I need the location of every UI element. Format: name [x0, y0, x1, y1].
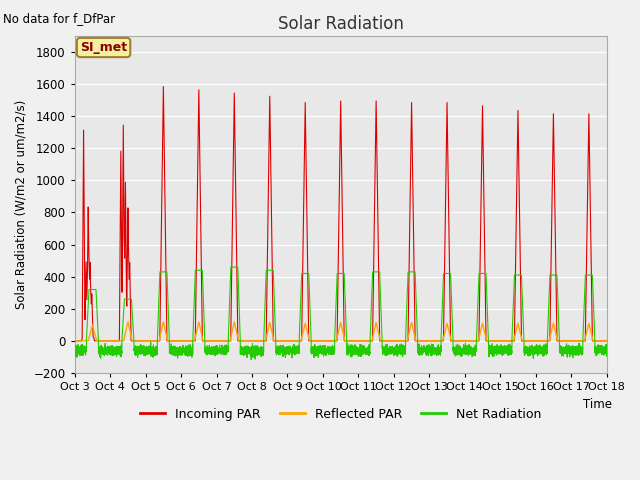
Title: Solar Radiation: Solar Radiation	[278, 15, 404, 33]
X-axis label: Time: Time	[583, 398, 612, 411]
Text: No data for f_DfPar: No data for f_DfPar	[3, 12, 115, 25]
Legend: Incoming PAR, Reflected PAR, Net Radiation: Incoming PAR, Reflected PAR, Net Radiati…	[135, 403, 546, 426]
Text: SI_met: SI_met	[80, 41, 127, 54]
Y-axis label: Solar Radiation (W/m2 or um/m2/s): Solar Radiation (W/m2 or um/m2/s)	[15, 100, 28, 309]
